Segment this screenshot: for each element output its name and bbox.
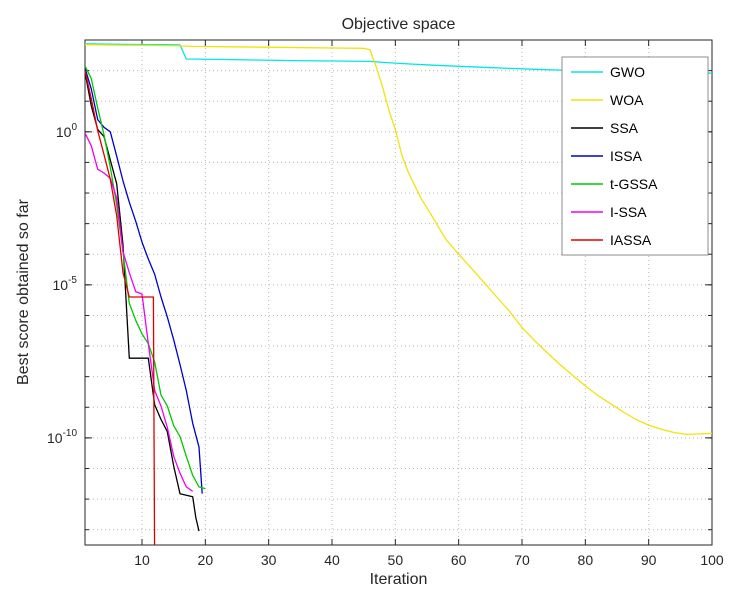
chart-title: Objective space [341, 16, 456, 33]
series-line-ssa [85, 71, 200, 532]
x-tick-label: 50 [388, 552, 404, 568]
x-axis-label: Iteration [369, 571, 428, 588]
x-tick-label: 20 [198, 552, 214, 568]
x-tick-label: 10 [134, 552, 150, 568]
series-line-issa [85, 68, 203, 494]
legend-label-woa: WOA [610, 92, 644, 108]
legend-label-i-ssa: I-SSA [610, 204, 647, 220]
y-axis-label: Best score obtained so far [15, 199, 32, 385]
legend-label-ssa: SSA [610, 120, 639, 136]
series-line-i-ssa [85, 132, 194, 492]
legend-label-gwo: GWO [610, 64, 645, 80]
legend-label-issa: ISSA [610, 148, 643, 164]
series-line-t-gssa [85, 65, 206, 490]
x-tick-label: 100 [700, 552, 724, 568]
series-line-woa [85, 44, 712, 436]
x-tick-label: 80 [578, 552, 594, 568]
legend-label-iassa: IASSA [610, 232, 652, 248]
series-line-iassa [85, 70, 156, 545]
x-tick-label: 60 [451, 552, 467, 568]
y-tick-label: 100 [56, 122, 78, 140]
x-tick-label: 30 [261, 552, 277, 568]
x-tick-label: 40 [324, 552, 340, 568]
x-tick-label: 90 [641, 552, 657, 568]
plot-border [84, 39, 713, 546]
legend-box [561, 56, 709, 256]
legend-label-t-gssa: t-GSSA [610, 176, 658, 192]
y-tick-label: 10-5 [53, 275, 78, 293]
y-tick-label: 10-10 [47, 428, 77, 446]
x-tick-label: 70 [514, 552, 530, 568]
